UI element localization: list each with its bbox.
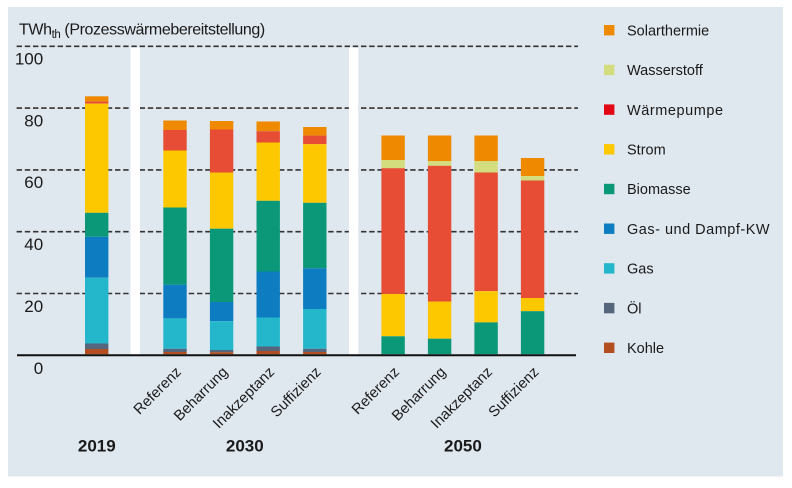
svg-text:Gas- und Dampf-KW: Gas- und Dampf-KW	[627, 222, 770, 238]
svg-text:Wasserstoff: Wasserstoff	[627, 63, 704, 79]
svg-text:Biomasse: Biomasse	[627, 182, 691, 198]
svg-text:TWhth (Prozesswärmebereitstell: TWhth (Prozesswärmebereitstellung)	[19, 22, 265, 42]
svg-text:Wärmepumpe: Wärmepumpe	[627, 103, 724, 119]
svg-text:100: 100	[15, 50, 43, 69]
svg-text:20: 20	[24, 297, 43, 316]
svg-text:Gas: Gas	[627, 262, 654, 278]
svg-text:60: 60	[24, 173, 43, 192]
svg-text:0: 0	[34, 359, 43, 378]
svg-text:Strom: Strom	[627, 143, 666, 159]
svg-text:2050: 2050	[444, 437, 482, 456]
svg-text:Öl: Öl	[627, 299, 642, 317]
svg-text:Solarthermie: Solarthermie	[627, 23, 709, 39]
svg-text:40: 40	[24, 235, 43, 254]
svg-text:Kohle: Kohle	[627, 341, 664, 357]
svg-text:2019: 2019	[78, 437, 116, 456]
svg-text:80: 80	[24, 111, 43, 130]
svg-text:2030: 2030	[226, 437, 264, 456]
